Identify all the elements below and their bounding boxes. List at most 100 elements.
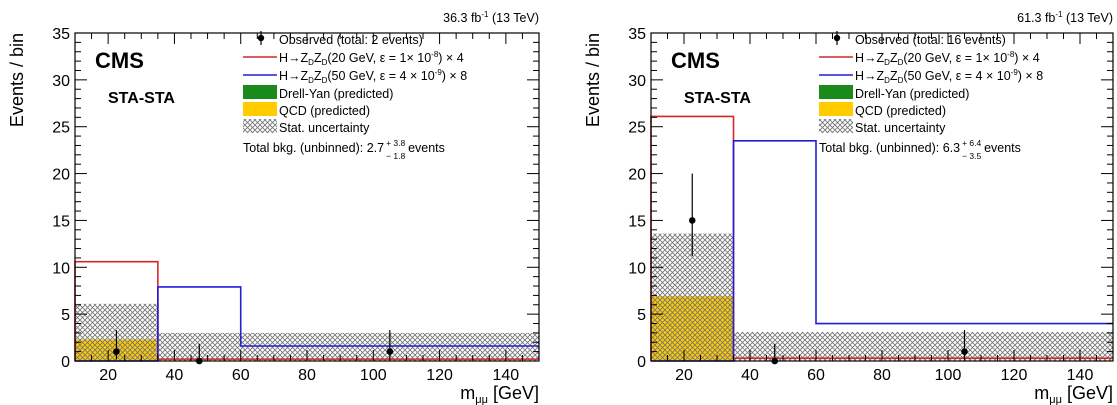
luminosity-label: 61.3 fb-1 (13 TeV) (1017, 10, 1113, 25)
sig50-exp: -9 (435, 68, 443, 77)
y-tick-label: 25 (52, 120, 70, 137)
category-label: STA-STA (684, 90, 751, 107)
x-tick-label: 20 (99, 367, 117, 384)
sig20-exp: -8 (431, 50, 439, 59)
x-axis-title-unit: [GeV] (488, 383, 539, 403)
x-tick-label: 40 (741, 367, 759, 384)
legend-signal50-label: H→ZDZD(50 GeV, ε = 4 × 10-9) × 8 (855, 68, 1043, 85)
sig20-mid: Z (314, 51, 322, 65)
legend-signal50-label: H→ZDZD(50 GeV, ε = 4 × 10-9) × 8 (279, 68, 467, 85)
sig20-sub2: D (898, 58, 904, 67)
lumi-exponent: -1 (481, 10, 489, 19)
sig20-text: (20 GeV, ε = 1× 10 (327, 51, 431, 65)
y-axis-title: Events / bin (7, 33, 27, 127)
legend-drell-yan-swatch (819, 85, 853, 99)
legend-signal20-label: H→ZDZD(20 GeV, ε = 1× 10-8) × 4 (855, 50, 1040, 67)
lumi-energy: (13 TeV) (1063, 11, 1114, 25)
sig20-sub2: D (322, 58, 328, 67)
sig50-scale: ) × 8 (442, 69, 467, 83)
category-label: STA-STA (108, 90, 175, 107)
x-tick-label: 100 (360, 367, 387, 384)
x-axis-title: mμμ [GeV] (1034, 383, 1113, 405)
legend-qcd-label: QCD (predicted) (279, 104, 370, 118)
y-tick-label: 30 (52, 73, 70, 90)
luminosity-label: 36.3 fb-1 (13 TeV) (443, 10, 539, 25)
sig50-sub2: D (322, 76, 328, 85)
total-prefix: Total bkg. (unbinned): 2.7 (243, 141, 384, 155)
left-chart-panel: 20 40 60 80 100 120 140 0 5 10 15 20 25 30 35 mμμ [GeV]… (7, 10, 540, 405)
sig50-sub1: D (884, 76, 890, 85)
y-tick-label: 35 (628, 26, 646, 43)
legend-total-bkg-label: Total bkg. (unbinned): 6.3 (819, 141, 960, 155)
legend-total-bkg-label: Total bkg. (unbinned): 2.7 (243, 141, 384, 155)
total-down: − 1.8 (386, 151, 405, 161)
x-tick-label: 120 (1001, 367, 1028, 384)
legend-signal20-label: H→ZDZD(20 GeV, ε = 1× 10-8) × 4 (279, 50, 464, 67)
legend-qcd-swatch (819, 102, 853, 116)
x-axis-title-main: m (1034, 383, 1049, 403)
y-tick-label: 10 (628, 260, 646, 277)
lumi-exponent: -1 (1055, 10, 1063, 19)
legend-stat-swatch (243, 119, 277, 133)
total-suffix: events (984, 141, 1021, 155)
y-tick-label: 0 (637, 354, 646, 371)
y-tick-label: 35 (52, 26, 70, 43)
observed-point (386, 348, 394, 355)
y-tick-label: 30 (628, 73, 646, 90)
legend-drell-yan-label: Drell-Yan (predicted) (855, 87, 969, 101)
y-tick-label: 25 (628, 120, 646, 137)
x-tick-label: 40 (166, 367, 184, 384)
x-tick-label: 120 (426, 367, 453, 384)
total-suffix: events (408, 141, 445, 155)
sig20-scale: ) × 4 (1014, 51, 1039, 65)
y-tick-label: 5 (637, 307, 646, 324)
lumi-value: 61.3 fb (1017, 11, 1055, 25)
legend-observed-marker (833, 34, 841, 42)
x-axis-title-main: m (460, 383, 475, 403)
total-prefix: Total bkg. (unbinned): 6.3 (819, 141, 960, 155)
y-axis-title: Events / bin (583, 33, 603, 127)
legend-observed-label: Observed (total: 16 events) (855, 33, 1006, 47)
x-tick-label: 140 (493, 367, 520, 384)
x-axis-title-sub: μμ (1049, 394, 1062, 405)
x-axis-title-sub: μμ (475, 394, 488, 405)
y-tick-label: 0 (61, 354, 70, 371)
observed-point (961, 348, 968, 355)
sig50-scale: ) × 8 (1018, 69, 1043, 83)
sig50-sub2: D (898, 76, 904, 85)
sig20-mid: Z (890, 51, 898, 65)
sig20-sub1: D (308, 58, 314, 67)
sig50-mid: Z (314, 69, 322, 83)
lumi-value: 36.3 fb (443, 11, 481, 25)
total-down: − 3.5 (962, 151, 981, 161)
sig50-mid: Z (890, 69, 898, 83)
legend-qcd-label: QCD (predicted) (855, 104, 946, 118)
x-axis-title: mμμ [GeV] (460, 383, 539, 405)
y-tick-label: 10 (52, 260, 70, 277)
sig20-scale: ) × 4 (438, 51, 463, 65)
x-tick-label: 140 (1067, 367, 1094, 384)
sig20-text: (20 GeV, ε = 1× 10 (903, 51, 1007, 65)
sig50-text: (50 GeV, ε = 4 × 10 (327, 69, 434, 83)
cms-label: CMS (671, 48, 720, 73)
sig50-exp: -9 (1011, 68, 1019, 77)
observed-point (688, 217, 696, 224)
y-tick-label: 5 (61, 307, 70, 324)
x-tick-label: 20 (675, 367, 693, 384)
sig20-sub1: D (884, 58, 890, 67)
x-tick-label: 80 (873, 367, 891, 384)
right-chart-panel: 20 40 60 80 100 120 140 0 5 10 15 20 25 30 35 mμμ [GeV]… (583, 10, 1114, 405)
legend-qcd-swatch (243, 102, 277, 116)
y-tick-label: 15 (628, 213, 646, 230)
legend-stat-label: Stat. uncertainty (279, 121, 370, 135)
cms-label: CMS (95, 48, 144, 73)
sig50-text: (50 GeV, ε = 4 × 10 (903, 69, 1010, 83)
legend-stat-swatch (819, 119, 853, 133)
x-axis-title-unit: [GeV] (1062, 383, 1113, 403)
total-up: + 6.4 (962, 138, 981, 148)
sig50-prefix: H→Z (855, 69, 885, 83)
y-tick-label: 20 (52, 167, 70, 184)
x-tick-label: 60 (807, 367, 825, 384)
legend-drell-yan-swatch (243, 85, 277, 99)
